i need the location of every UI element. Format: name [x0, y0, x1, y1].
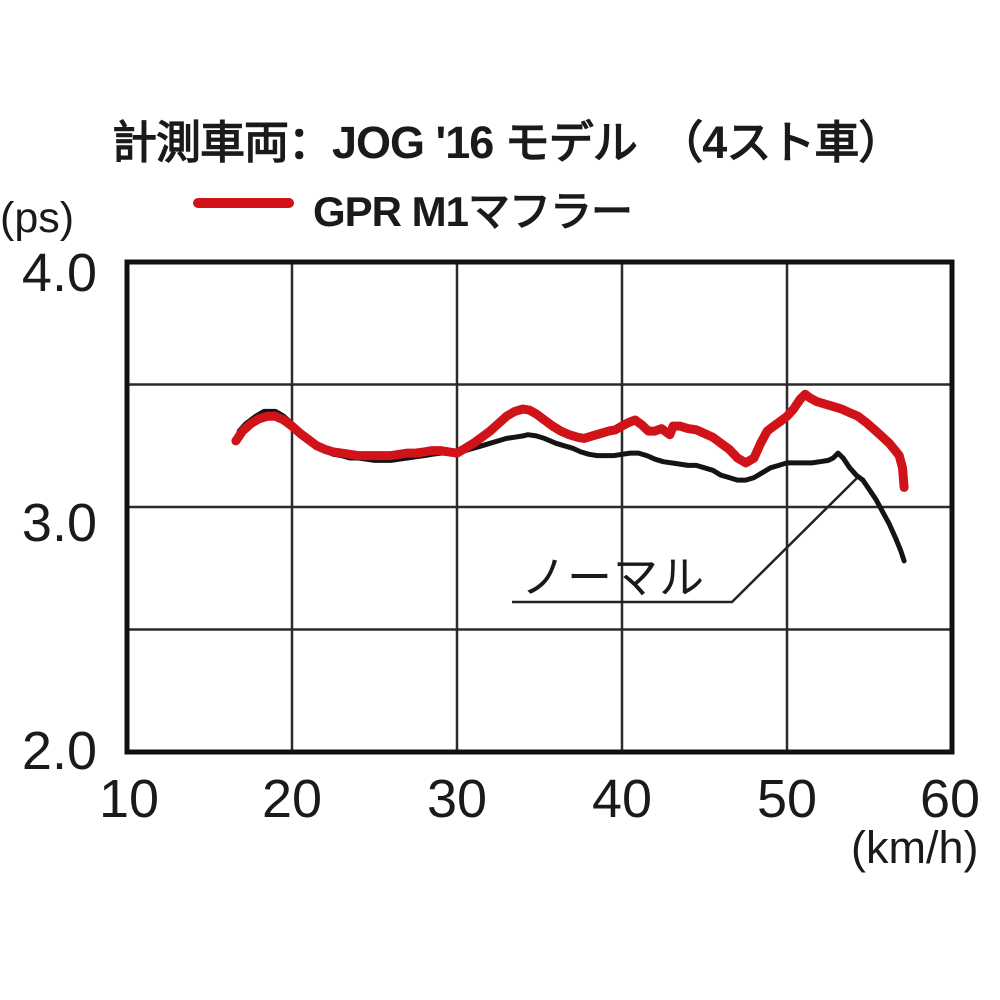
x-tick-label: 20: [261, 769, 323, 829]
x-tick-label: 50: [756, 769, 818, 829]
x-tick-label: 60: [919, 769, 981, 829]
series-curve-gpr-m1: [231, 389, 909, 492]
y-axis-unit-label: (ps): [0, 194, 75, 242]
chart-title: 計測車両：JOG '16 モデル （4スト車）: [112, 117, 903, 168]
y-tick-label: 3.0: [21, 493, 97, 553]
x-tick-label: 30: [426, 769, 488, 829]
annotation-label-normal: ノーマル: [521, 552, 706, 603]
x-tick-label: 40: [591, 769, 653, 829]
y-tick-label: 2.0: [21, 721, 97, 781]
legend-line-red: [193, 198, 294, 208]
y-tick-label: 4.0: [21, 243, 97, 303]
x-axis-unit-label: (km/h): [851, 822, 979, 873]
legend-label-gpr-m1: GPR M1マフラー: [313, 188, 633, 235]
annotation-leader-line: [512, 477, 858, 604]
plot-border: [124, 259, 955, 755]
x-tick-label: 10: [98, 769, 160, 829]
